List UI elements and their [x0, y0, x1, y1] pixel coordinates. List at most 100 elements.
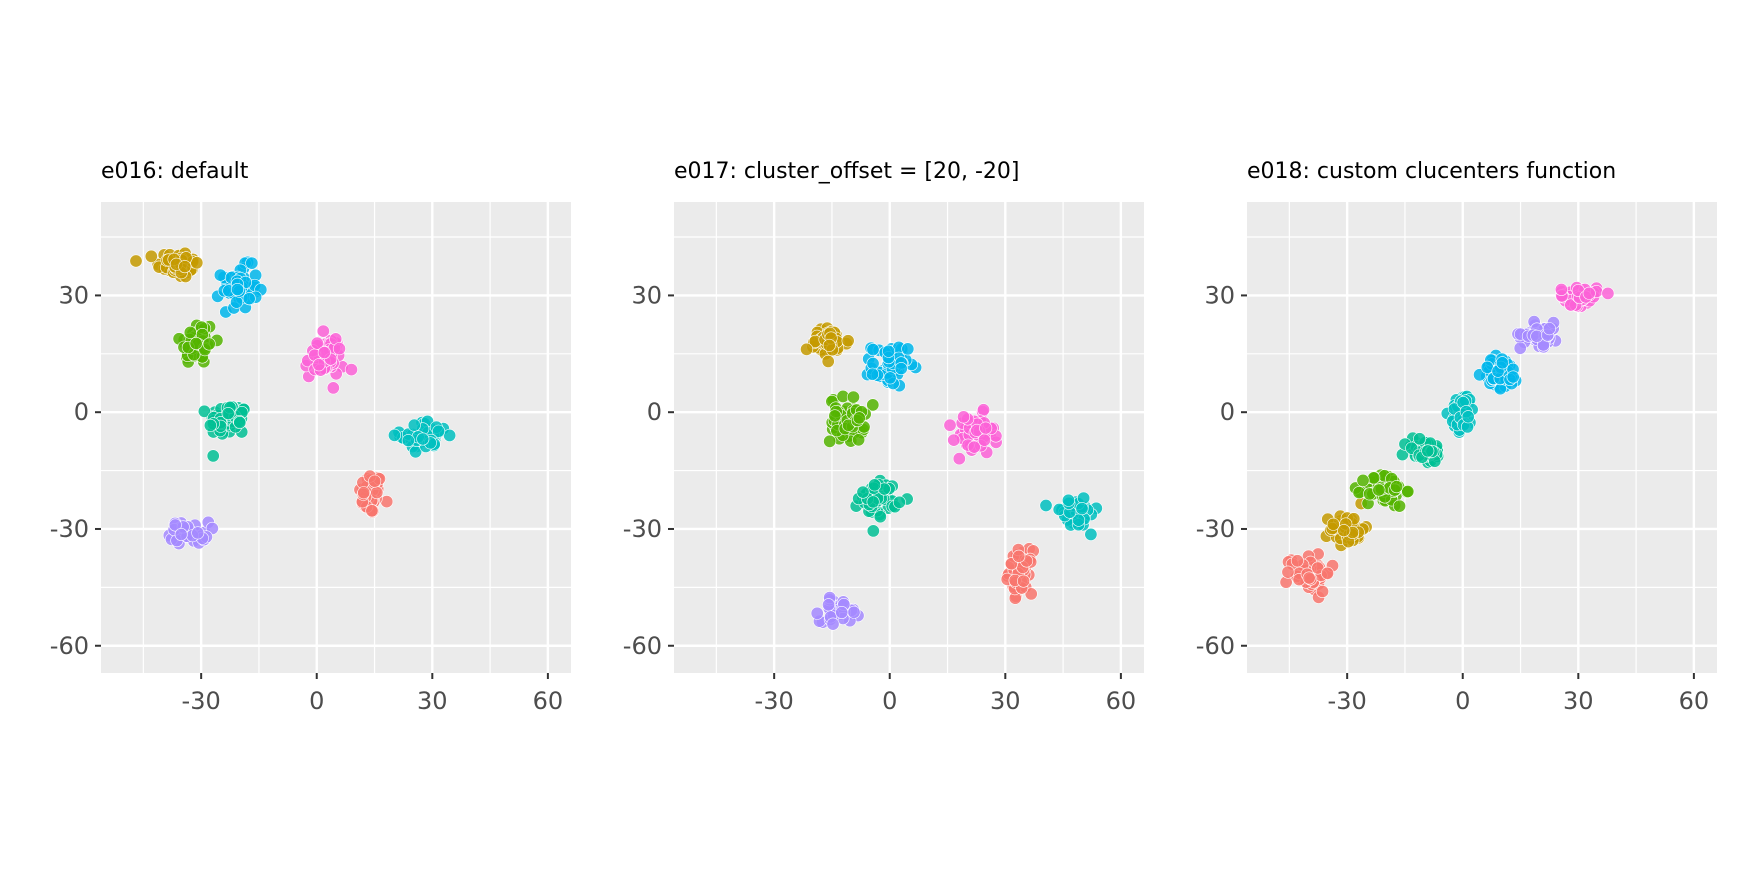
data-point: [357, 486, 371, 500]
y-tick-label: 30: [58, 281, 89, 309]
data-point: [221, 407, 235, 421]
data-point: [865, 367, 879, 381]
y-tick-label: -30: [623, 515, 662, 543]
y-tick-label: 0: [74, 398, 89, 426]
data-point: [407, 418, 421, 432]
data-point: [1564, 298, 1578, 312]
data-point: [416, 432, 430, 446]
x-tick-label: -30: [182, 687, 221, 715]
data-point: [800, 342, 814, 356]
data-point: [841, 334, 855, 348]
data-point: [952, 452, 966, 466]
y-tick-label: 0: [1220, 398, 1235, 426]
data-point: [1062, 493, 1076, 507]
data-point: [1495, 356, 1509, 370]
series-8: [299, 324, 358, 395]
data-point: [1024, 587, 1038, 601]
data-point: [823, 434, 837, 448]
series-7: [810, 591, 865, 631]
data-point: [856, 485, 870, 499]
series-5: [1473, 348, 1523, 396]
data-point: [821, 354, 835, 368]
data-point: [316, 324, 330, 338]
series-1: [1000, 542, 1040, 605]
data-point: [967, 440, 981, 454]
panel-title: e017: cluster_offset = [20, -20]: [674, 159, 1020, 184]
data-point: [190, 256, 204, 270]
data-point: [1390, 480, 1404, 494]
data-point: [892, 495, 906, 509]
series-5: [860, 340, 923, 393]
data-point: [202, 337, 216, 351]
data-point: [387, 428, 401, 442]
y-tick-label: -60: [623, 632, 662, 660]
data-point: [868, 478, 882, 492]
data-point: [1075, 502, 1089, 516]
series-5: [211, 255, 268, 319]
data-point: [866, 398, 880, 412]
data-point: [432, 424, 446, 438]
y-tick-label: 30: [631, 281, 662, 309]
data-point: [1542, 322, 1556, 336]
series-2: [1319, 497, 1373, 552]
data-point: [1601, 286, 1615, 300]
series-3: [172, 318, 224, 369]
data-point: [368, 474, 382, 488]
data-point: [866, 495, 880, 509]
points-layer: [129, 246, 457, 551]
data-point: [866, 524, 880, 538]
data-point: [1506, 370, 1520, 384]
data-point: [443, 428, 457, 442]
data-point: [332, 342, 346, 356]
data-point: [178, 260, 192, 274]
data-point: [1302, 571, 1316, 585]
x-tick-label: 60: [1679, 687, 1710, 715]
data-point: [1084, 527, 1098, 541]
data-point: [943, 418, 957, 432]
x-tick-label: 60: [1106, 687, 1137, 715]
data-point: [242, 292, 256, 306]
data-point: [1321, 566, 1335, 580]
series-1: [353, 469, 394, 519]
data-point: [233, 415, 247, 429]
y-tick-label: 30: [1204, 281, 1235, 309]
data-point: [189, 336, 203, 350]
data-point: [1316, 584, 1330, 598]
data-point: [1290, 554, 1304, 568]
data-point: [852, 433, 866, 447]
y-tick-label: -60: [50, 632, 89, 660]
data-point: [310, 336, 324, 350]
data-point: [810, 606, 824, 620]
data-point: [894, 362, 908, 376]
x-tick-label: 30: [990, 687, 1021, 715]
panel-title: e016: default: [101, 159, 249, 184]
data-point: [1413, 432, 1427, 446]
x-tick-label: -30: [755, 687, 794, 715]
data-point: [1421, 444, 1435, 458]
series-6: [1039, 491, 1103, 541]
data-point: [183, 325, 197, 339]
x-tick-label: 0: [309, 687, 324, 715]
data-point: [1461, 410, 1475, 424]
series-7: [1511, 315, 1562, 355]
data-point: [822, 338, 836, 352]
data-point: [1281, 565, 1295, 579]
data-point: [370, 486, 384, 500]
data-point: [846, 390, 860, 404]
x-tick-label: -30: [1328, 687, 1367, 715]
y-tick-label: -30: [1196, 515, 1235, 543]
data-point: [979, 421, 993, 435]
data-point: [206, 449, 220, 463]
series-1: [1279, 547, 1340, 604]
data-point: [1326, 517, 1340, 531]
data-point: [401, 434, 415, 448]
data-point: [230, 295, 244, 309]
data-point: [977, 433, 991, 447]
points-layer: [1279, 281, 1615, 604]
data-point: [1012, 549, 1026, 563]
series-8: [1554, 281, 1615, 313]
data-point: [213, 268, 227, 282]
data-point: [1372, 483, 1386, 497]
data-point: [197, 404, 211, 418]
